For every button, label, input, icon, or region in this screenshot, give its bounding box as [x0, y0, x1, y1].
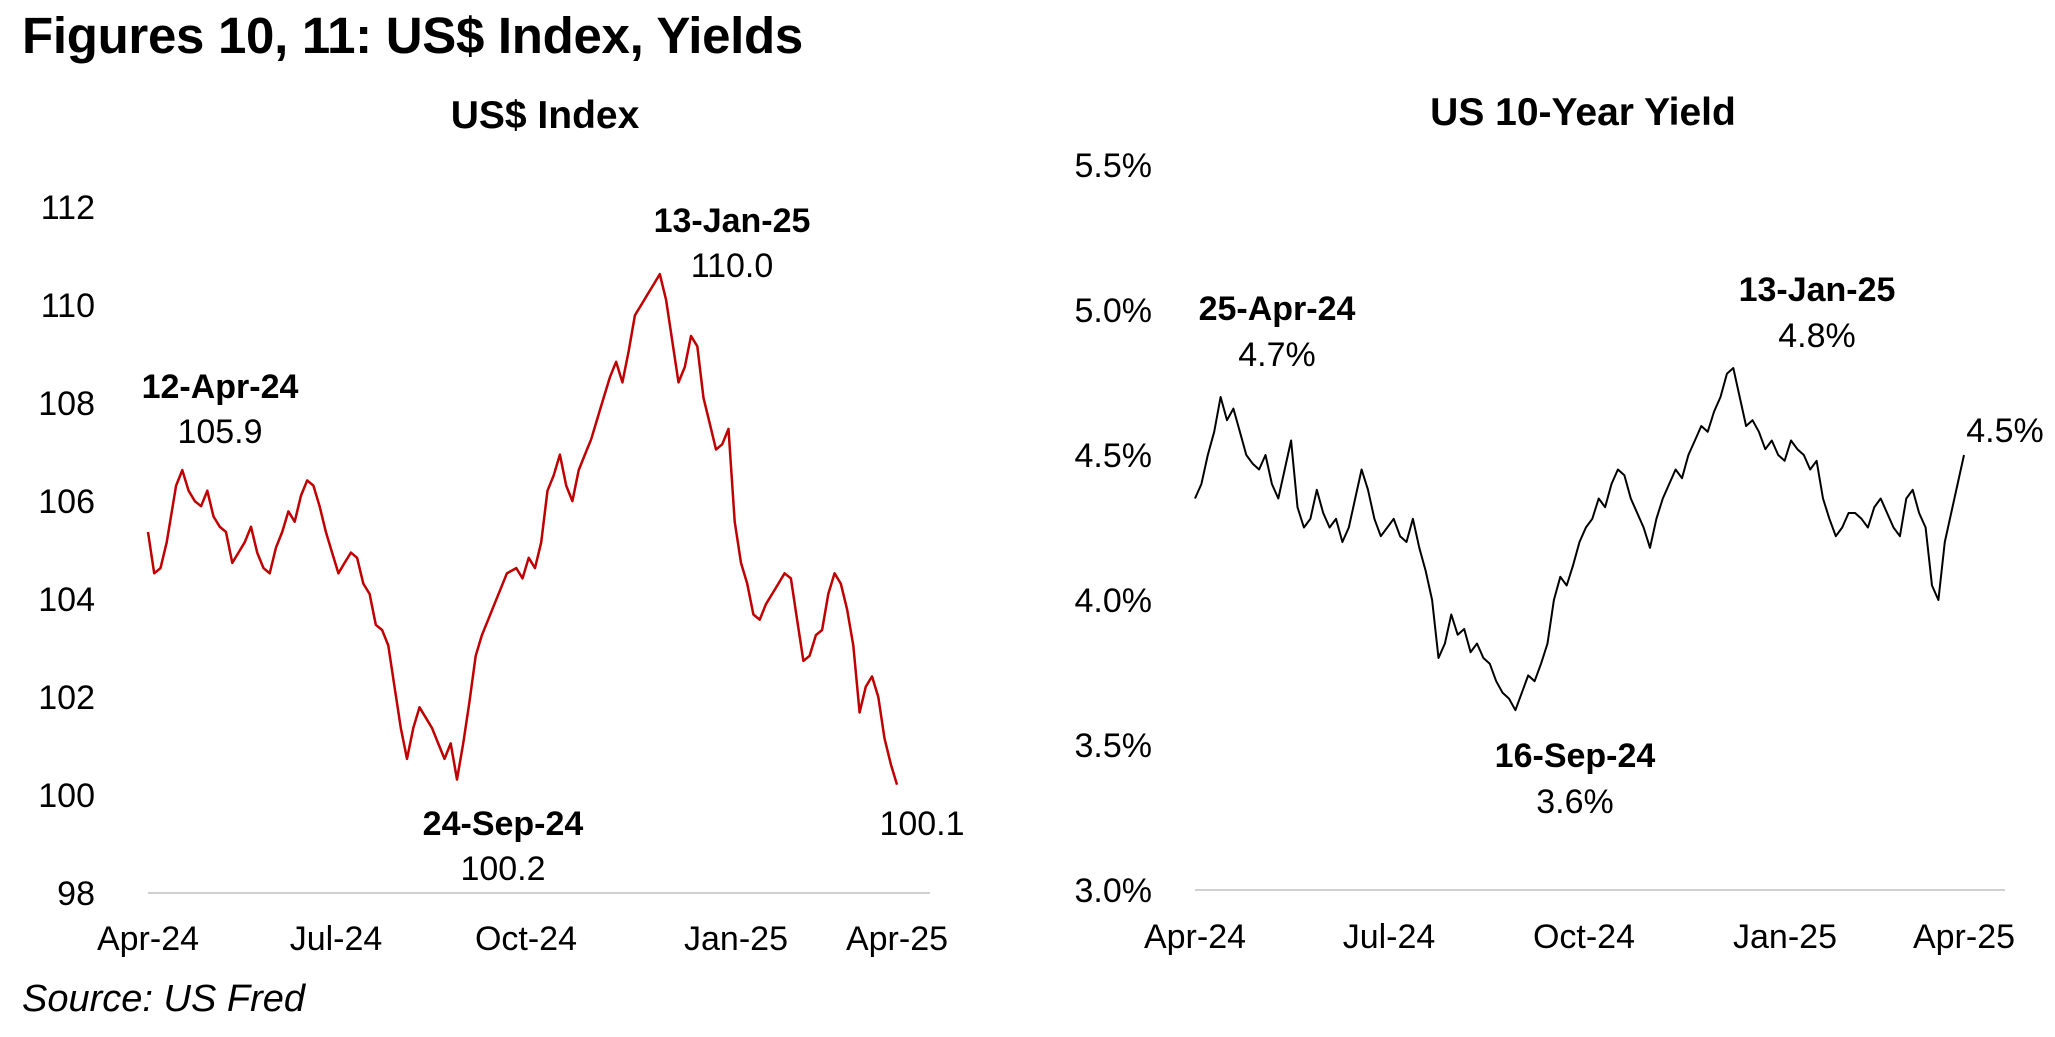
usd-index-series-line: [146, 272, 899, 786]
us10y-yield-ytick: 3.5%: [1075, 727, 1153, 765]
usd-index-xtick: Apr-25: [846, 920, 948, 958]
page-title: Figures 10, 11: US$ Index, Yields: [22, 7, 803, 64]
us10y-yield-xtick: Jan-25: [1733, 918, 1837, 956]
us10y-yield-xtick: Apr-25: [1913, 918, 2015, 956]
us10y-yield-x-ticks: Apr-24 Jul-24 Oct-24 Jan-25 Apr-25: [1144, 918, 2015, 956]
usd-index-ytick: 112: [41, 189, 95, 227]
us10y-yield-ytick: 5.0%: [1075, 292, 1153, 330]
usd-index-title: US$ Index: [451, 94, 640, 137]
us10y-yield-title: US 10-Year Yield: [1430, 91, 1736, 134]
us10y-yield-chart: US 10-Year Yield 3.0% 3.5% 4.0% 4.5% 5.0…: [1075, 91, 2044, 956]
us10y-yield-annotation-date: 25-Apr-24: [1199, 290, 1356, 328]
us10y-yield-ytick: 3.0%: [1075, 872, 1153, 910]
source-note: Source: US Fred: [22, 978, 305, 1020]
usd-index-y-ticks: 98 100 102 104 106 108 110 112: [38, 189, 95, 913]
usd-index-ytick: 98: [57, 875, 95, 913]
usd-index-chart: US$ Index 98 100 102 104 106 108 110 112…: [38, 94, 965, 958]
us10y-yield-xtick: Oct-24: [1533, 918, 1635, 956]
us10y-yield-ytick: 5.5%: [1075, 147, 1153, 185]
us10y-yield-annotation-value: 4.7%: [1238, 336, 1316, 374]
us10y-yield-annotation-value: 3.6%: [1536, 783, 1614, 821]
usd-index-ytick: 102: [38, 679, 95, 717]
usd-index-xtick: Apr-24: [97, 920, 199, 958]
usd-index-ytick: 104: [38, 581, 95, 619]
usd-index-xtick: Jul-24: [290, 920, 383, 958]
us10y-yield-annotation-value: 4.5%: [1966, 412, 2044, 450]
usd-index-xtick: Jan-25: [684, 920, 788, 958]
us10y-yield-xtick: Jul-24: [1343, 918, 1436, 956]
us10y-yield-y-ticks: 3.0% 3.5% 4.0% 4.5% 5.0% 5.5%: [1075, 147, 1153, 910]
usd-index-x-ticks: Apr-24 Jul-24 Oct-24 Jan-25 Apr-25: [97, 920, 948, 958]
usd-index-ytick: 110: [41, 287, 95, 325]
us10y-yield-annotation-date: 13-Jan-25: [1739, 271, 1896, 309]
us10y-yield-annotation-value: 4.8%: [1778, 317, 1856, 355]
us10y-yield-annotation-date: 16-Sep-24: [1495, 737, 1656, 775]
usd-index-ytick: 100: [38, 777, 95, 815]
usd-index-annotation-value: 110.0: [691, 247, 774, 285]
usd-index-xtick: Oct-24: [475, 920, 577, 958]
us10y-yield-annotations: 25-Apr-24 4.7% 16-Sep-24 3.6% 13-Jan-25 …: [1199, 271, 2044, 821]
usd-index-ytick: 106: [38, 483, 95, 521]
usd-index-annotation-value: 100.2: [460, 850, 545, 888]
usd-index-annotation-date: 24-Sep-24: [423, 805, 584, 843]
usd-index-annotations: 12-Apr-24 105.9 24-Sep-24 100.2 13-Jan-2…: [142, 202, 965, 888]
usd-index-annotation-date: 13-Jan-25: [654, 202, 811, 240]
usd-index-annotation-value: 100.1: [879, 805, 964, 843]
us10y-yield-xtick: Apr-24: [1144, 918, 1246, 956]
usd-index-annotation-value: 105.9: [177, 413, 262, 451]
usd-index-annotation-date: 12-Apr-24: [142, 368, 299, 406]
us10y-yield-ytick: 4.5%: [1075, 437, 1153, 475]
us10y-yield-ytick: 4.0%: [1075, 582, 1153, 620]
usd-index-ytick: 108: [38, 385, 95, 423]
us10y-yield-series-line: [1194, 367, 1965, 712]
